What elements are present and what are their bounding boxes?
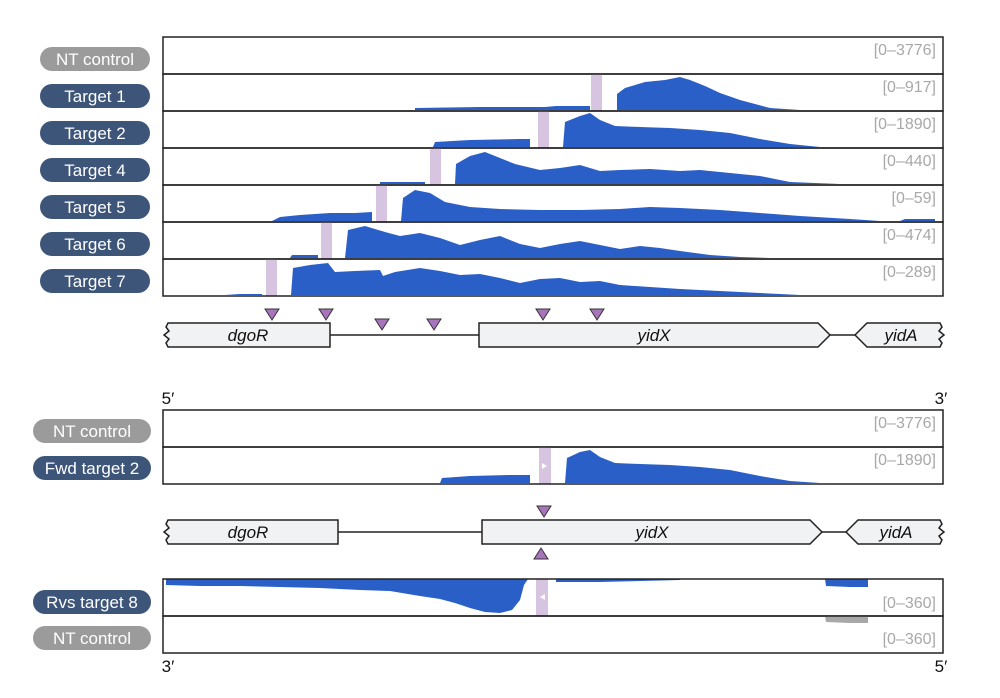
gene-label: yidA — [883, 326, 917, 345]
track-range: [0–1890] — [874, 452, 936, 469]
coverage-signal — [225, 263, 800, 295]
track-range: [0–289] — [883, 264, 936, 281]
track-label-pill — [40, 269, 150, 293]
bottom-five-prime-label: 5′ — [935, 657, 948, 676]
track-range: [0–59] — [892, 190, 936, 207]
track-nt-control-rvs: NT control [0–360] — [33, 615, 944, 654]
gene-yidx — [481, 519, 824, 545]
track-frame — [162, 258, 944, 297]
gene-yida — [853, 322, 946, 348]
gene-label: dgoR — [228, 326, 269, 345]
target-triangle — [374, 318, 390, 331]
track-label-pill — [40, 121, 150, 145]
track-label: NT control — [53, 422, 131, 441]
track-label: Target 1 — [64, 87, 125, 106]
coverage-signal — [433, 113, 820, 147]
track-target-1: Target 1 [0–917] — [40, 73, 944, 112]
target-site-mark — [376, 185, 387, 222]
coverage-signal — [415, 77, 800, 110]
gene-yidx — [478, 322, 832, 348]
bottom-three-prime-label: 3′ — [162, 657, 175, 676]
track-nt-control-fwd: NT control [0–3776] — [33, 409, 944, 448]
track-target-7: Target 7 [0–289] — [40, 258, 944, 297]
track-label: Target 6 — [64, 235, 125, 254]
target-triangle — [535, 308, 551, 321]
gene-label: yidA — [878, 523, 912, 542]
track-label: Target 5 — [64, 198, 125, 217]
target-site-mark — [591, 74, 602, 111]
track-label-pill — [40, 84, 150, 108]
track-label-pill — [40, 47, 150, 71]
gene-label: yidX — [636, 326, 671, 345]
track-label-pill — [33, 626, 151, 650]
track-label: Target 2 — [64, 124, 125, 143]
strand-arrow — [542, 463, 547, 469]
coverage-signal — [440, 450, 820, 483]
target-site-mark — [430, 148, 441, 185]
track-frame — [162, 110, 944, 149]
top-panel: NT control [0–3776] Target 1 [0–917] Tar… — [40, 36, 946, 348]
gene-track: dgoR yidX yidA — [162, 322, 946, 348]
track-label: Fwd target 2 — [45, 459, 140, 478]
coverage-signal — [380, 152, 840, 184]
gene-track-bottom: dgoR yidX yidA — [162, 519, 946, 545]
target-triangle — [264, 308, 280, 321]
target-site-mark — [538, 111, 549, 148]
track-target-4: Target 4 [0–440] — [40, 147, 944, 186]
target-triangle — [426, 318, 442, 331]
track-label: Target 4 — [64, 161, 125, 180]
track-range: [0–3776] — [874, 415, 936, 432]
gene-label: yidX — [634, 523, 669, 542]
target-site-mark — [266, 259, 277, 296]
track-label: NT control — [56, 50, 134, 69]
track-label-pill — [33, 419, 151, 443]
coverage-signal — [825, 616, 868, 623]
track-label-pill — [40, 232, 150, 256]
track-label-pill — [40, 195, 150, 219]
strand-arrow — [540, 594, 545, 600]
track-range: [0–474] — [883, 227, 936, 244]
gene-label: dgoR — [228, 523, 269, 542]
target-triangles — [264, 308, 605, 331]
target-triangle — [318, 308, 334, 321]
target-triangle — [589, 308, 605, 321]
track-label-pill — [33, 456, 151, 480]
track-label-pill — [40, 158, 150, 182]
track-range: [0–1890] — [874, 116, 936, 133]
bottom-panel: 5′ 3′ NT control [0–3776] Fwd target 2 [… — [33, 389, 947, 676]
track-fwd-target-2: Fwd target 2 [0–1890] — [33, 446, 944, 485]
track-range: [0–440] — [883, 153, 936, 170]
track-range: [0–360] — [883, 631, 936, 648]
track-rvs-target-8: Rvs target 8 [0–360] — [33, 578, 944, 617]
track-target-5: Target 5 [0–59] — [40, 184, 944, 223]
track-frame — [162, 73, 944, 112]
five-prime-label: 5′ — [162, 389, 175, 408]
track-range: [0–917] — [883, 79, 936, 96]
target-site-mark — [321, 222, 332, 259]
coverage-signal — [290, 226, 770, 258]
track-target-2: Target 2 [0–1890] — [40, 110, 944, 149]
track-target-6: Target 6 [0–474] — [40, 221, 944, 260]
track-label: Rvs target 8 — [46, 593, 138, 612]
gene-dgor — [162, 519, 339, 545]
coverage-signal — [272, 190, 935, 221]
gene-yida — [844, 519, 946, 545]
track-label-pill — [33, 590, 151, 614]
track-nt-control: NT control [0–3776] — [40, 36, 944, 75]
track-label: NT control — [53, 629, 131, 648]
track-frame — [162, 409, 944, 448]
track-label: Target 7 — [64, 272, 125, 291]
coverage-signal — [166, 579, 868, 613]
three-prime-label: 3′ — [935, 389, 948, 408]
track-range: [0–3776] — [874, 42, 936, 59]
gene-dgor — [162, 322, 331, 348]
track-frame — [162, 36, 944, 75]
track-frame — [162, 615, 944, 654]
target-triangle-fwd — [536, 505, 552, 518]
track-frame — [162, 446, 944, 485]
track-range: [0–360] — [883, 595, 936, 612]
target-triangle-rvs — [533, 547, 549, 560]
